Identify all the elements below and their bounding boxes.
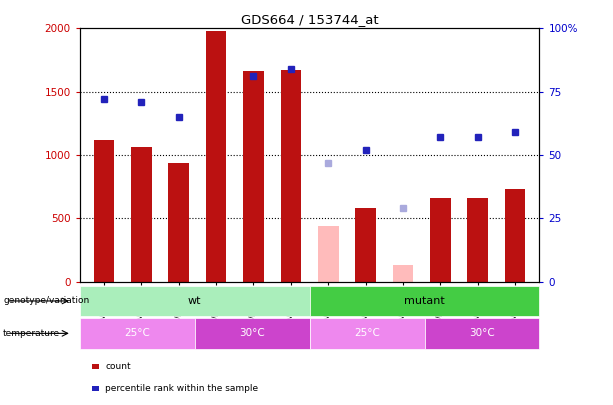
Title: GDS664 / 153744_at: GDS664 / 153744_at	[241, 13, 378, 26]
Bar	[430, 198, 451, 282]
Text: genotype/variation: genotype/variation	[3, 296, 89, 305]
Text: count: count	[105, 362, 131, 371]
Text: percentile rank within the sample: percentile rank within the sample	[105, 384, 259, 393]
Text: 30°C: 30°C	[469, 328, 495, 338]
Text: mutant: mutant	[404, 296, 445, 306]
Text: temperature: temperature	[3, 329, 60, 338]
Bar	[505, 189, 525, 282]
Bar	[131, 147, 151, 282]
Text: 25°C: 25°C	[124, 328, 150, 338]
Bar	[393, 265, 413, 282]
Text: 30°C: 30°C	[239, 328, 265, 338]
Bar	[206, 31, 226, 282]
Text: wt: wt	[188, 296, 202, 306]
Bar	[318, 226, 338, 282]
Bar	[94, 140, 114, 282]
Bar	[356, 208, 376, 282]
Bar	[169, 163, 189, 282]
Bar	[243, 71, 264, 282]
Bar	[468, 198, 488, 282]
Bar	[281, 70, 301, 282]
Text: 25°C: 25°C	[354, 328, 380, 338]
